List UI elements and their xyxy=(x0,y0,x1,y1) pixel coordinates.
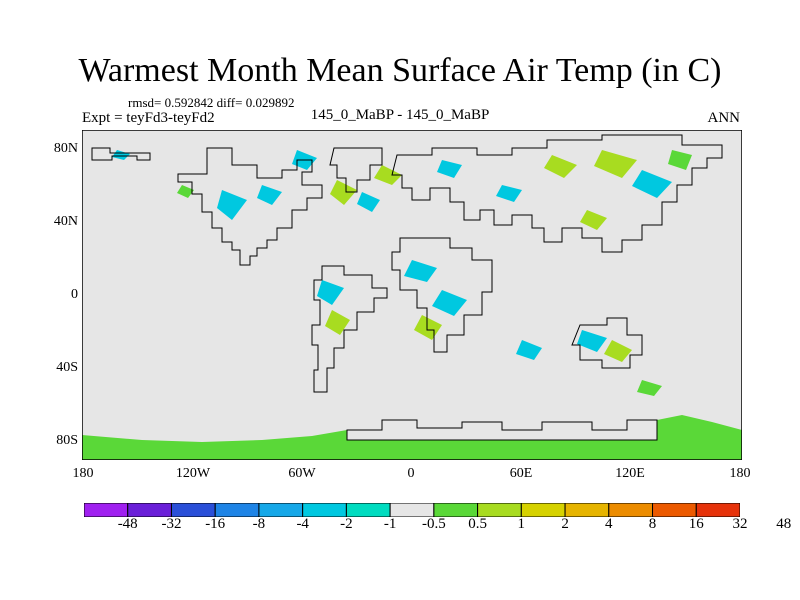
colorbar-box xyxy=(258,503,304,517)
stats-text: rmsd= 0.592842 diff= 0.029892 xyxy=(128,95,295,110)
anomaly-patch xyxy=(544,155,577,178)
colorbar-label: 48 xyxy=(776,516,792,532)
anomaly-patch xyxy=(325,310,350,335)
colorbar-box xyxy=(652,503,697,517)
coastlines xyxy=(91,134,723,441)
colorbar-label: -32 xyxy=(161,516,182,532)
lat-label-80s: 80S xyxy=(56,433,78,448)
colorbar-box xyxy=(389,503,435,517)
colorbar-box xyxy=(345,503,391,517)
lat-label-80n: 80N xyxy=(53,141,78,156)
colorbar-box xyxy=(214,503,260,517)
coastline-antarctica xyxy=(346,419,658,441)
season-label: ANN xyxy=(707,110,741,126)
colorbar-box xyxy=(477,503,522,517)
experiment-label: Expt = teyFd3-teyFd2 xyxy=(82,110,215,126)
colorbar-box xyxy=(520,503,566,517)
colorbar-box xyxy=(695,503,740,517)
coastline-north-america-main xyxy=(177,147,323,266)
lon-label-60e: 60E xyxy=(509,466,533,481)
colorbar-label: -16 xyxy=(205,516,226,532)
coastline-south-america xyxy=(311,265,388,393)
anomaly-patch xyxy=(437,160,462,178)
colorbar-box xyxy=(302,503,347,517)
coastline-north-america xyxy=(91,147,151,161)
colorbar-label: -1 xyxy=(383,516,397,532)
lon-label-0: 0 xyxy=(407,466,415,481)
anomaly-patch xyxy=(357,192,380,212)
anomaly-patch xyxy=(414,315,442,340)
colorbar-box xyxy=(170,503,216,517)
anomaly-fills xyxy=(82,150,742,460)
anomaly-patch xyxy=(330,180,357,205)
anomaly-patch xyxy=(604,340,632,362)
map-panel xyxy=(82,130,742,460)
lat-label-40n: 40N xyxy=(53,214,78,229)
anomaly-patch xyxy=(632,170,672,198)
lon-label-120e: 120E xyxy=(615,466,645,481)
colorbar-label: -0.5 xyxy=(422,516,446,532)
colorbar xyxy=(84,503,740,517)
anomaly-patch xyxy=(496,185,522,202)
anomaly-patch xyxy=(432,290,467,316)
colorbar-label: 1 xyxy=(517,516,526,532)
coastline-africa xyxy=(391,237,493,353)
anomaly-patch xyxy=(374,165,402,185)
colorbar-box xyxy=(564,503,610,517)
coastline-eurasia xyxy=(391,134,723,253)
anomaly-patch xyxy=(577,330,607,352)
lon-label-180e: 180 xyxy=(729,466,751,481)
anomaly-patch xyxy=(637,380,662,396)
anomaly-patch xyxy=(317,280,344,305)
plot-title: Warmest Month Mean Surface Air Temp (in … xyxy=(78,52,722,89)
anomaly-patch xyxy=(668,150,692,170)
anomaly-patch xyxy=(594,150,637,178)
anomaly-patch xyxy=(177,185,194,198)
anomaly-patch xyxy=(516,340,542,360)
colorbar-label: 32 xyxy=(732,516,748,532)
colorbar-label: -4 xyxy=(296,516,309,532)
anomaly-patch xyxy=(580,210,607,230)
lon-label-120w: 120W xyxy=(175,466,211,481)
anomaly-patch xyxy=(257,185,282,205)
lat-label-eq: 0 xyxy=(71,287,78,302)
colorbar-label: -48 xyxy=(117,516,138,532)
coastline-greenland xyxy=(329,147,383,193)
lat-label-40s: 40S xyxy=(56,360,78,375)
colorbar-label: 0.5 xyxy=(468,516,487,532)
colorbar-box xyxy=(608,503,654,517)
colorbar-label: 2 xyxy=(561,516,569,532)
colorbar-box xyxy=(84,503,129,517)
colorbar-label: 8 xyxy=(648,516,657,532)
colorbar-label: -2 xyxy=(340,516,353,532)
colorbar-label: -8 xyxy=(252,516,266,532)
coastline-australia xyxy=(571,317,643,369)
colorbar-box xyxy=(433,503,479,517)
lon-label-180w: 180 xyxy=(72,466,94,481)
colorbar-label: 16 xyxy=(688,516,704,532)
anomaly-patch xyxy=(404,260,437,282)
anomaly-patch xyxy=(217,190,247,220)
colorbar-label: 4 xyxy=(605,516,613,532)
lon-label-60w: 60W xyxy=(288,466,316,481)
case-id-label: 145_0_MaBP - 145_0_MaBP xyxy=(310,107,490,123)
antarctica-anomaly xyxy=(82,415,742,460)
colorbar-box xyxy=(127,503,172,517)
